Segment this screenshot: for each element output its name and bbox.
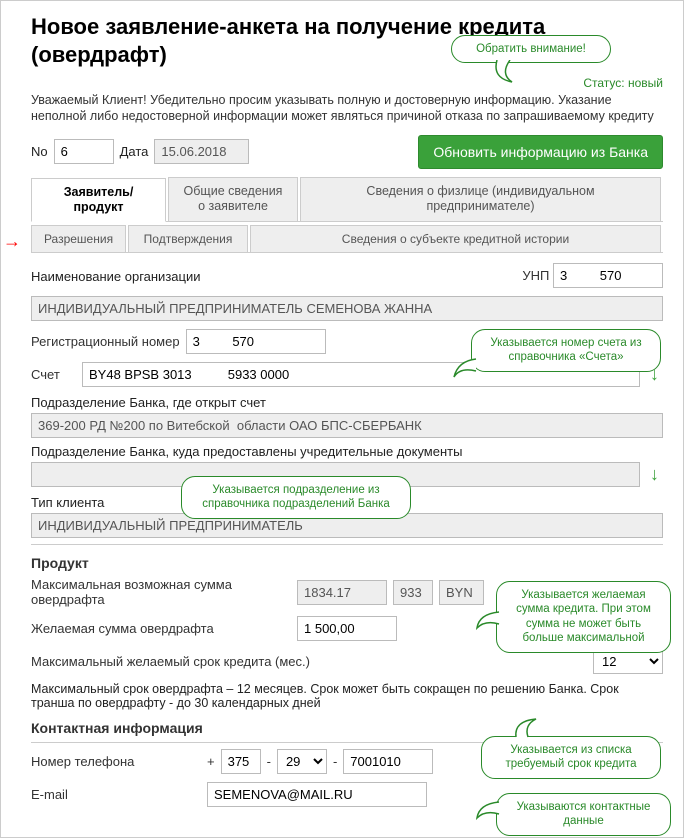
phone-plus: +: [207, 754, 215, 769]
email-label: E-mail: [31, 787, 201, 802]
red-arrow-icon: →: [3, 231, 21, 252]
notice-text: Уважаемый Клиент! Убедительно просим ука…: [31, 92, 663, 125]
tab-individual-info[interactable]: Сведения о физлице (индивидуальном предп…: [300, 177, 661, 221]
status-line: Статус: новый: [31, 76, 663, 90]
status-value: новый: [628, 76, 663, 90]
regnum-label: Регистрационный номер: [31, 334, 180, 349]
contact-title: Контактная информация: [31, 720, 663, 736]
org-name-label: Наименование организации: [31, 269, 200, 284]
tabs-secondary: Разрешения Подтверждения Сведения о субъ…: [31, 225, 663, 253]
product-title: Продукт: [31, 555, 663, 571]
max-code-input: [393, 580, 433, 605]
unp-label: УНП: [522, 268, 549, 283]
tab-general-info[interactable]: Общие сведения о заявителе: [168, 177, 298, 221]
term-note: Максимальный срок овердрафта – 12 месяце…: [31, 682, 663, 710]
term-label: Максимальный желаемый срок кредита (мес.…: [31, 654, 587, 669]
callout-branch: Указывается подразделение из справочника…: [181, 476, 411, 519]
branch-open-label: Подразделение Банка, где открыт счет: [31, 395, 663, 410]
tab-applicant-product[interactable]: Заявитель/продукт: [31, 178, 166, 222]
phone-number-input[interactable]: [343, 749, 433, 774]
status-label: Статус:: [583, 76, 624, 90]
branch-docs-label: Подразделение Банка, куда предоставлены …: [31, 444, 663, 459]
branch-open-input: [31, 413, 663, 438]
desired-amount-input[interactable]: [297, 616, 397, 641]
org-name-input: [31, 296, 663, 321]
tabs-primary: Заявитель/продукт Общие сведения о заяви…: [31, 177, 663, 222]
regnum-input[interactable]: [186, 329, 326, 354]
header-row: No Дата Обновить информацию из Банка: [31, 135, 663, 169]
currency-input: [439, 580, 484, 605]
callout-account: Указывается номер счета из справочника «…: [471, 329, 661, 372]
term-select[interactable]: 12: [593, 649, 663, 674]
date-label: Дата: [120, 144, 149, 159]
date-input: [154, 139, 249, 164]
no-label: No: [31, 144, 48, 159]
branch-docs-dropdown-icon[interactable]: ↓: [646, 464, 663, 485]
desired-amount-label: Желаемая сумма овердрафта: [31, 621, 291, 636]
phone-dash2: -: [333, 754, 337, 769]
callout-attention: Обратить внимание!: [451, 35, 611, 63]
tab-credit-history[interactable]: Сведения о субъекте кредитной истории: [250, 225, 661, 252]
account-label: Счет: [31, 367, 76, 382]
callout-term: Указывается из списка требуемый срок кре…: [481, 736, 661, 779]
phone-label: Номер телефона: [31, 754, 201, 769]
unp-input[interactable]: [553, 263, 663, 288]
tab-permissions[interactable]: Разрешения: [31, 225, 126, 252]
phone-dash1: -: [267, 754, 271, 769]
tab-confirmations[interactable]: Подтверждения: [128, 225, 248, 252]
no-input[interactable]: [54, 139, 114, 164]
refresh-button[interactable]: Обновить информацию из Банка: [418, 135, 663, 169]
phone-code-select[interactable]: 29: [277, 749, 327, 774]
max-amount-input: [297, 580, 387, 605]
email-input[interactable]: [207, 782, 427, 807]
max-amount-label: Максимальная возможная сумма овердрафта: [31, 577, 291, 608]
phone-country-input[interactable]: [221, 749, 261, 774]
callout-amount: Указывается желаемая сумма кредита. При …: [496, 581, 671, 653]
callout-contact: Указываются контактные данные: [496, 793, 671, 836]
